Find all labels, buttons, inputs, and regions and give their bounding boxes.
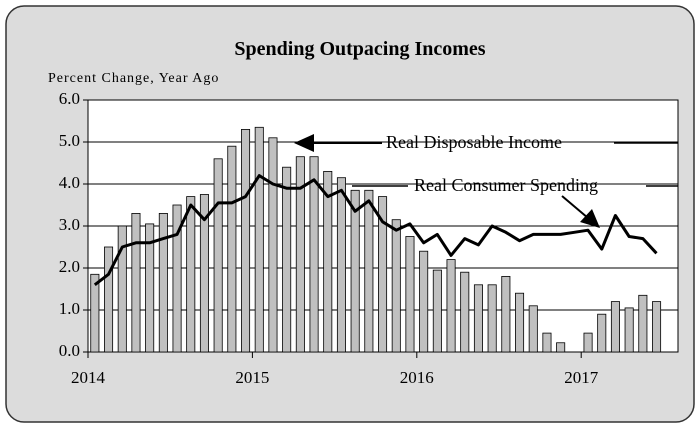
y-tick-label: 3.0 <box>59 215 80 234</box>
bars <box>90 126 662 353</box>
bar <box>131 212 141 353</box>
bar <box>501 275 511 353</box>
bar <box>405 236 415 353</box>
y-axis-label: Percent Change, Year Ago <box>48 71 219 86</box>
bar <box>610 301 620 353</box>
bar <box>556 342 566 353</box>
bar <box>90 273 100 353</box>
bar <box>583 332 593 353</box>
bar <box>528 305 538 353</box>
bar <box>473 284 483 353</box>
bar <box>446 259 456 353</box>
bar <box>378 196 388 353</box>
annotations: Real Disposable Income Real Consumer Spe… <box>294 132 678 228</box>
bar <box>158 212 168 353</box>
bar <box>487 284 497 353</box>
bar <box>145 223 155 353</box>
bar <box>515 292 525 353</box>
bar <box>391 219 401 353</box>
bar <box>186 196 196 353</box>
bar <box>104 246 114 353</box>
bar <box>323 170 333 353</box>
series-label: Real Consumer Spending <box>414 175 598 195</box>
x-tick-label: 2015 <box>235 368 269 387</box>
bar <box>460 271 470 353</box>
y-tick-label: 1.0 <box>59 299 80 318</box>
bar <box>295 156 305 353</box>
x-tick-label: 2016 <box>400 368 434 387</box>
annotation-arrow <box>294 134 314 152</box>
bar <box>268 137 278 353</box>
y-tick-label: 5.0 <box>59 131 80 150</box>
annotation-arrow <box>580 209 600 228</box>
series-label: Real Disposable Income <box>386 132 562 152</box>
bar <box>364 189 374 353</box>
chart-title: Spending Outpacing Incomes <box>234 38 485 60</box>
bar <box>254 126 264 353</box>
bar <box>213 158 223 353</box>
bar <box>309 156 319 353</box>
bar <box>542 332 552 353</box>
y-tick-label: 2.0 <box>59 257 80 276</box>
y-tick-label: 4.0 <box>59 173 80 192</box>
lines <box>93 174 658 286</box>
bar <box>282 166 292 353</box>
bar <box>432 269 442 353</box>
y-tick-label: 0.0 <box>59 341 80 360</box>
bar <box>419 250 429 353</box>
bar <box>172 204 182 353</box>
x-tick-label: 2017 <box>564 368 599 387</box>
bar <box>336 177 346 353</box>
bar <box>638 294 648 353</box>
bar <box>241 128 251 353</box>
bar <box>350 189 360 353</box>
y-tick-label: 6.0 <box>59 89 80 108</box>
bar <box>652 301 662 353</box>
axes: 0.0 1.0 2.0 3.0 4.0 5.0 6.0 2014 2015 2016 2017 <box>59 89 599 387</box>
line <box>93 174 658 286</box>
annotation-line <box>561 195 589 219</box>
bar <box>227 145 237 353</box>
bar <box>199 194 209 353</box>
bar <box>624 307 634 353</box>
x-tick-label: 2014 <box>71 368 106 387</box>
bar <box>597 313 607 353</box>
bar <box>117 225 127 353</box>
